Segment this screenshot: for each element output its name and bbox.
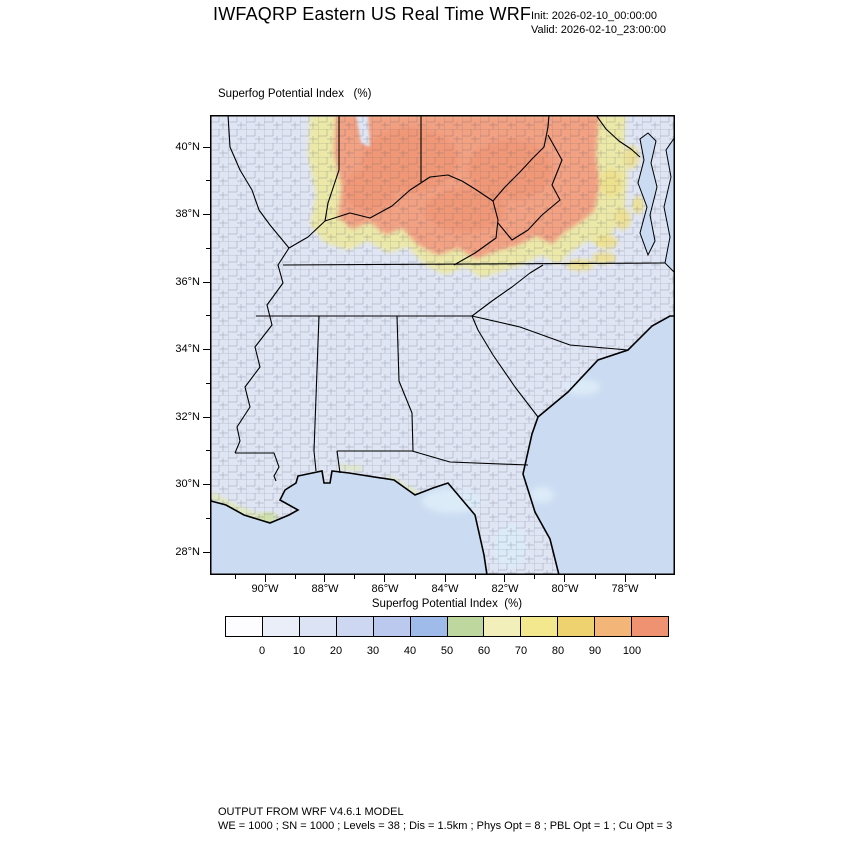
lat-tick-label: 38°N	[175, 208, 200, 221]
lon-minor-tick	[354, 575, 356, 579]
weather-map-svg	[210, 115, 675, 575]
lon-tick-label: 80°W	[551, 583, 579, 595]
lon-tick-label: 82°W	[491, 583, 519, 595]
colorbar-tick-label: 40	[403, 645, 417, 657]
lat-minor-tick	[206, 315, 210, 317]
lat-tick	[203, 146, 210, 148]
lon-tick	[564, 575, 566, 582]
lon-minor-tick	[234, 575, 236, 579]
colorbar-tick-label: 60	[477, 645, 491, 657]
colorbar	[225, 616, 669, 637]
lat-minor-tick	[206, 180, 210, 182]
colorbar-cell	[558, 617, 596, 636]
lon-tick-label: 78°W	[611, 583, 639, 595]
colorbar-tick-label: 0	[258, 645, 266, 657]
lat-tick	[203, 551, 210, 553]
lon-tick	[384, 575, 386, 582]
init-time: Init: 2026-02-10_00:00:00	[531, 10, 657, 22]
footer-config-line: WE = 1000 ; SN = 1000 ; Levels = 38 ; Di…	[218, 819, 673, 832]
lon-tick	[264, 575, 266, 582]
lat-tick-label: 34°N	[175, 343, 200, 356]
lon-tick-label: 90°W	[251, 583, 279, 595]
lat-minor-tick	[206, 517, 210, 519]
colorbar-tick-label: 90	[588, 645, 602, 657]
colorbar-cell	[262, 617, 300, 636]
colorbar-cell	[595, 617, 633, 636]
chesapeake-bay	[637, 132, 675, 274]
lon-tick	[624, 575, 626, 582]
colorbar-tick-label: 100	[622, 645, 642, 657]
lat-tick-label: 32°N	[175, 410, 200, 423]
lat-minor-tick	[206, 450, 210, 452]
page-title: IWFAQRP Eastern US Real Time WRF	[213, 4, 532, 24]
colorbar-tick-label: 10	[292, 645, 306, 657]
lon-tick-label: 84°W	[431, 583, 459, 595]
lat-tick	[203, 349, 210, 351]
colorbar-tick-label: 70	[514, 645, 528, 657]
lat-tick	[203, 416, 210, 418]
colorbar-title: Superfog Potential Index (%)	[371, 598, 523, 610]
state-borders	[227, 115, 666, 482]
footer-model-line: OUTPUT FROM WRF V4.6.1 MODEL	[218, 806, 404, 818]
map-subtitle: Superfog Potential Index (%)	[218, 88, 372, 100]
model-run-times: Init: 2026-02-10_00:00:00 Valid: 2026-02…	[531, 9, 666, 37]
lon-tick-label: 88°W	[311, 583, 339, 595]
lat-tick	[203, 484, 210, 486]
lon-tick-label: 86°W	[371, 583, 399, 595]
colorbar-cell	[226, 617, 263, 636]
footer: OUTPUT FROM WRF V4.6.1 MODEL WE = 1000 ;…	[218, 806, 672, 833]
colorbar-tick-label: 50	[440, 645, 454, 657]
lat-tick	[203, 281, 210, 283]
lat-tick-label: 28°N	[175, 545, 200, 558]
colorbar-cell	[484, 617, 522, 636]
colorbar-tick-label: 80	[551, 645, 565, 657]
colorbar-cell	[299, 617, 337, 636]
colorbar-cell	[632, 617, 669, 636]
weather-map	[210, 115, 675, 575]
colorbar-cell	[521, 617, 559, 636]
colorbar-tick-label: 20	[329, 645, 343, 657]
lat-minor-tick	[206, 247, 210, 249]
coastline	[210, 115, 675, 575]
colorbar-cell	[410, 617, 448, 636]
colorbar-cell	[373, 617, 411, 636]
valid-time: Valid: 2026-02-10_23:00:00	[531, 24, 666, 36]
colorbar-tick-label: 30	[366, 645, 380, 657]
lat-tick-label: 30°N	[175, 478, 200, 491]
colorbar-cell	[447, 617, 485, 636]
lon-minor-tick	[534, 575, 536, 579]
colorbar-cell	[336, 617, 374, 636]
map-frame	[210, 115, 675, 575]
lon-minor-tick	[474, 575, 476, 579]
lon-tick	[324, 575, 326, 582]
lat-tick-label: 36°N	[175, 275, 200, 288]
lat-tick-label: 40°N	[175, 140, 200, 153]
lat-minor-tick	[206, 382, 210, 384]
lat-tick	[203, 214, 210, 216]
lon-minor-tick	[594, 575, 596, 579]
lon-minor-tick	[414, 575, 416, 579]
lon-tick	[444, 575, 446, 582]
lon-tick	[504, 575, 506, 582]
lon-minor-tick	[294, 575, 296, 579]
lon-minor-tick	[654, 575, 656, 579]
